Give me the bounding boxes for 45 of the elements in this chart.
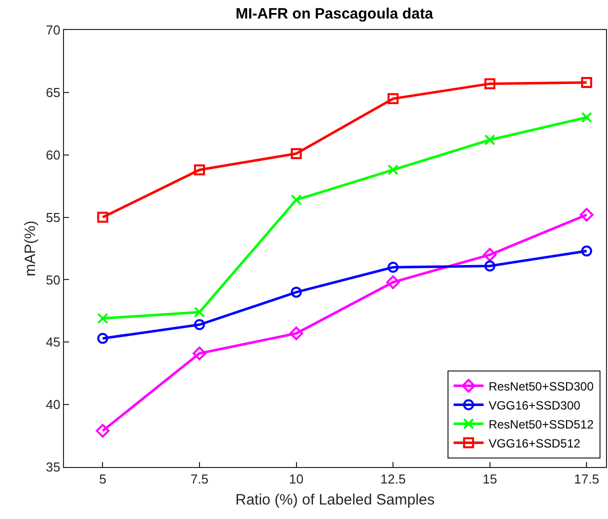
y-tick-label: 65: [46, 84, 60, 100]
point: [386, 275, 400, 290]
y-tick-label: 55: [46, 210, 60, 225]
point: [581, 76, 592, 88]
point: [194, 164, 205, 176]
point: [290, 148, 302, 160]
y-tick-label: 70: [46, 22, 60, 38]
y-tick-label: 45: [46, 334, 60, 350]
point: [97, 312, 108, 324]
point: [484, 260, 496, 272]
point: [290, 286, 302, 298]
point: [580, 208, 594, 222]
x-tick-label: 15: [482, 472, 498, 487]
chart-title: MI-AFR on Pascagoula data: [236, 5, 434, 22]
legend-label: ResNet50+SSD512: [488, 417, 594, 432]
x-tick-label: 12.5: [380, 472, 406, 487]
point: [483, 248, 497, 262]
point: [388, 93, 399, 104]
point: [581, 246, 592, 256]
point: [484, 134, 496, 146]
legend-label: ResNet50+SSD300: [488, 379, 594, 394]
x-tick-label: 10: [289, 472, 304, 487]
y-tick-label: 50: [46, 272, 60, 288]
y-axis-title: mAP(%): [22, 220, 40, 276]
x-axis-title: Ratio (%) of Labeled Samples: [235, 492, 435, 509]
point: [97, 212, 108, 223]
point: [192, 346, 206, 360]
point: [388, 262, 399, 273]
point: [289, 326, 304, 340]
x-tick-label: 5: [99, 472, 106, 487]
point: [97, 332, 108, 344]
y-tick-label: 60: [46, 147, 60, 162]
x-tick-label: 17.5: [574, 472, 600, 487]
point: [96, 424, 110, 438]
x-tick-label: 7.5: [190, 472, 209, 487]
legend-label: VGG16+SSD512: [488, 436, 581, 450]
point: [194, 306, 205, 318]
point: [290, 194, 302, 206]
point: [581, 112, 592, 123]
point: [484, 78, 496, 90]
y-tick-label: 35: [46, 460, 60, 475]
point: [194, 319, 205, 330]
y-tick-label: 40: [46, 397, 60, 412]
legend-label: VGG16+SSD300: [488, 398, 581, 412]
point: [388, 164, 399, 176]
